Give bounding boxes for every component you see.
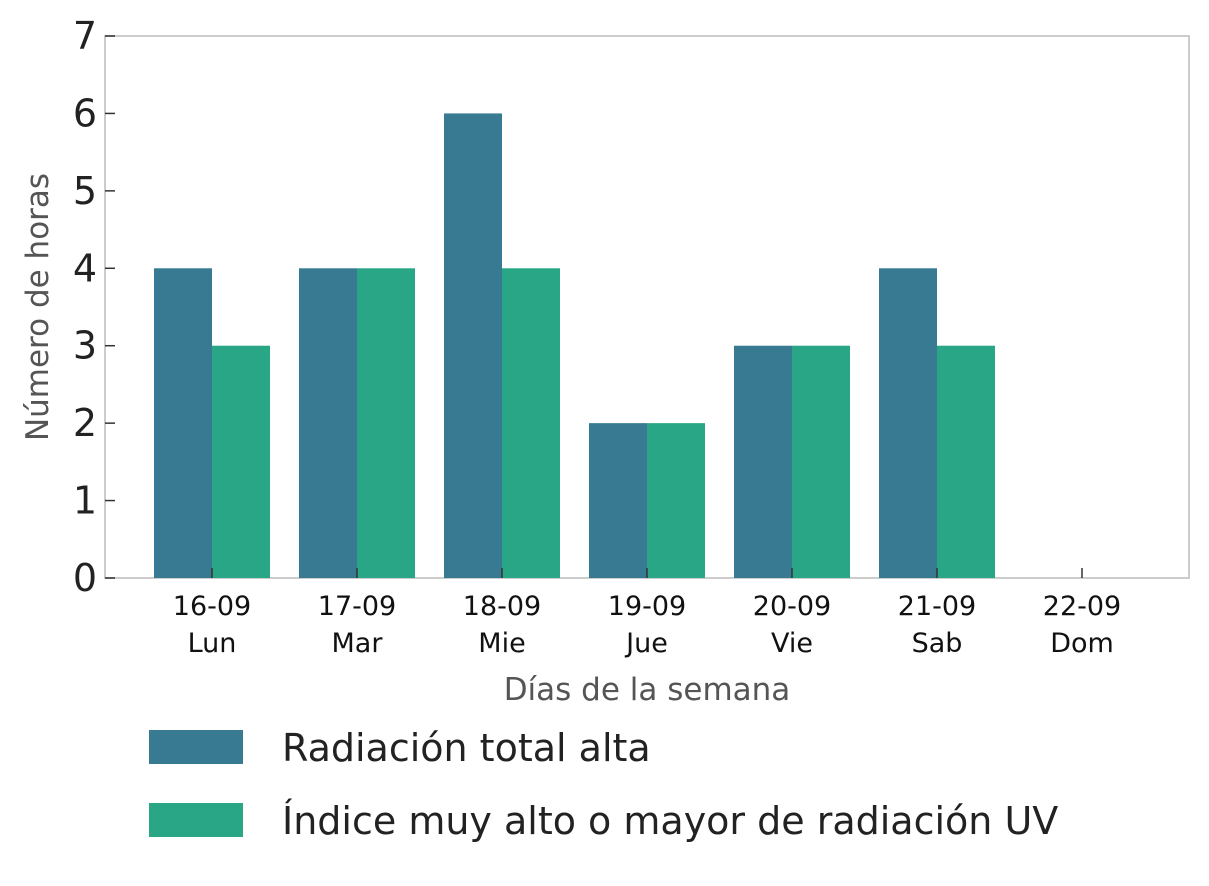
y-tick-label: 3 (73, 324, 97, 368)
bar-radiacion-total-20-09 (734, 345, 792, 578)
x-tick-label-day: Jue (624, 628, 668, 659)
y-tick-label: 0 (73, 556, 97, 600)
y-tick-label: 6 (73, 91, 97, 135)
x-tick-label-date: 16-09 (173, 591, 251, 622)
x-tick-label-date: 21-09 (898, 591, 976, 622)
x-tick-label-day: Vie (771, 628, 813, 659)
y-tick-label: 4 (73, 246, 97, 290)
x-tick-label-date: 19-09 (608, 591, 686, 622)
x-tick-label-day: Mar (332, 628, 384, 659)
x-tick-label-date: 18-09 (463, 591, 541, 622)
bar-indice-uv-18-09 (502, 268, 560, 578)
bar-indice-uv-19-09 (647, 423, 705, 578)
legend: Radiación total alta Índice muy alto o ma… (149, 726, 1058, 843)
x-tick-label-day: Lun (188, 628, 237, 659)
bar-radiacion-total-19-09 (589, 423, 647, 578)
y-tick-label: 5 (73, 169, 97, 213)
x-axis: 16-09 Lun 17-09 Mar 18-09 Mie 19-09 Jue 20-09 Vie… (173, 568, 1121, 659)
bar-radiacion-total-21-09 (879, 268, 937, 578)
x-tick-label-day: Dom (1050, 628, 1114, 659)
y-tick-label: 7 (73, 14, 97, 58)
x-tick-label-day: Sab (912, 628, 963, 659)
bar-radiacion-total-16-09 (154, 268, 212, 578)
bar-indice-uv-21-09 (937, 345, 995, 578)
legend-swatch-radiacion-total (149, 730, 243, 764)
bar-indice-uv-16-09 (212, 345, 270, 578)
y-tick-label: 1 (73, 479, 97, 523)
y-axis: 0 1 2 3 4 5 6 7 (73, 14, 115, 600)
x-tick-label-day: Mie (478, 628, 525, 659)
bar-radiacion-total-17-09 (299, 268, 357, 578)
legend-label-indice-uv: Índice muy alto o mayor de radiación UV (282, 799, 1058, 843)
x-tick-label-date: 17-09 (318, 591, 396, 622)
bar-indice-uv-17-09 (357, 268, 415, 578)
y-tick-label: 2 (73, 401, 97, 445)
bar-indice-uv-20-09 (792, 345, 850, 578)
bar-radiacion-total-18-09 (444, 113, 502, 578)
y-axis-label: Número de horas (20, 173, 56, 441)
legend-label-radiacion-total: Radiación total alta (282, 726, 651, 770)
legend-swatch-indice-uv (149, 803, 243, 837)
x-tick-label-date: 20-09 (753, 591, 831, 622)
x-axis-label: Días de la semana (504, 672, 791, 708)
bars-group (154, 113, 995, 578)
x-tick-label-date: 22-09 (1043, 591, 1121, 622)
